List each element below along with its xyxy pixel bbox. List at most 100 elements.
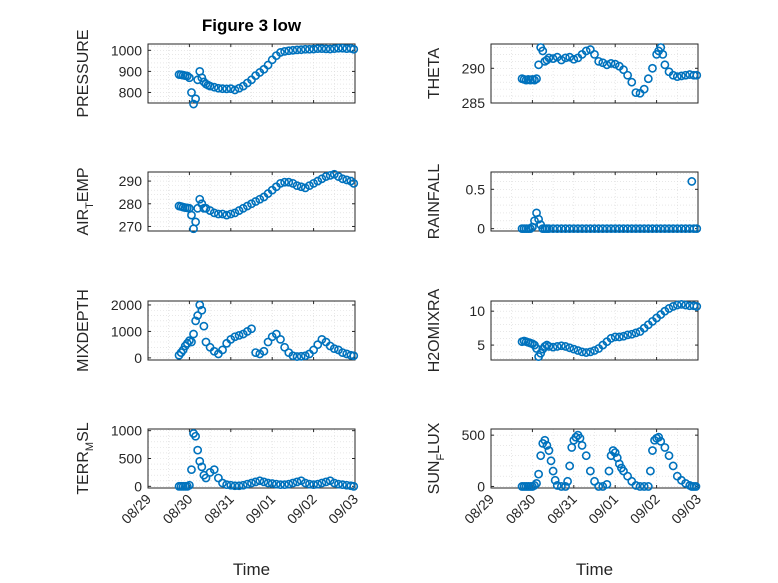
data-point <box>193 311 203 320</box>
data-point <box>544 342 554 351</box>
x-tick-label: 08/31 <box>201 491 237 527</box>
data-point <box>606 224 616 234</box>
data-point <box>631 328 641 338</box>
data-point <box>573 346 583 355</box>
data-point <box>544 224 554 234</box>
data-point <box>271 329 281 339</box>
y-tick-label: 0.5 <box>466 181 486 197</box>
data-point <box>668 302 678 311</box>
x-tick-label: 08/29 <box>118 491 154 527</box>
data-point <box>598 482 608 491</box>
data-point <box>263 337 273 347</box>
data-point <box>656 436 666 446</box>
data-point <box>602 480 612 489</box>
data-point <box>652 224 661 234</box>
data-point <box>542 441 552 450</box>
data-point <box>552 481 562 490</box>
y-axis-label: RAINFALL <box>426 164 443 240</box>
x-tick-label: 08/30 <box>159 491 195 527</box>
data-point <box>195 456 205 466</box>
figure-title: Figure 3 low <box>202 16 302 35</box>
data-point <box>213 209 223 219</box>
data-point <box>338 174 347 184</box>
axes-box <box>147 43 356 104</box>
data-point <box>668 224 678 234</box>
data-point <box>187 210 196 220</box>
data-point <box>668 461 678 471</box>
data-point <box>338 480 347 490</box>
data-point <box>544 53 554 63</box>
data-point <box>184 73 194 83</box>
data-point <box>639 224 649 234</box>
data-point <box>292 477 302 487</box>
data-point <box>530 216 539 226</box>
data-point <box>334 479 343 489</box>
data-point <box>300 478 310 488</box>
data-point <box>334 43 343 53</box>
data-point <box>226 480 236 490</box>
data-point <box>623 224 633 234</box>
x-tick-label: 09/01 <box>585 491 621 527</box>
data-point <box>230 481 240 491</box>
data-point <box>664 451 674 461</box>
data-point <box>658 50 668 59</box>
data-point <box>536 451 546 461</box>
data-point <box>569 344 579 354</box>
y-tick-label: 900 <box>119 63 143 79</box>
data-point <box>594 56 604 66</box>
data-point <box>585 224 595 234</box>
data-point <box>247 478 256 488</box>
data-point <box>561 482 570 491</box>
data-point <box>660 60 670 70</box>
data-point <box>610 59 620 69</box>
data-point <box>288 45 298 55</box>
data-point <box>645 466 655 476</box>
data-point <box>672 72 682 82</box>
data-point <box>623 70 633 80</box>
y-tick-label: 1000 <box>111 423 142 439</box>
data-point <box>681 300 690 310</box>
y-axis-label: TERRMSL <box>75 422 96 494</box>
panel-rainfall: 0 0.5 RAINFALL <box>426 164 702 240</box>
data-point <box>556 55 566 65</box>
y-tick-label: 2000 <box>111 297 142 313</box>
data-point <box>238 480 248 490</box>
data-point <box>619 331 628 341</box>
x-tick-label: 09/03 <box>325 491 361 527</box>
data-point <box>313 44 323 54</box>
data-point <box>218 209 227 219</box>
data-point <box>209 82 219 92</box>
panel-terr-msl: 08/29 08/30 08/31 09/01 09/02 09/03 0 500 1000 TE… <box>75 422 361 579</box>
data-point <box>544 446 554 455</box>
data-point <box>606 333 616 343</box>
data-point <box>565 52 575 62</box>
data-point <box>548 224 558 234</box>
data-point <box>284 177 294 187</box>
data-point <box>619 466 628 476</box>
data-point <box>226 209 236 219</box>
data-point <box>284 46 294 56</box>
data-point <box>577 441 587 450</box>
data-point <box>189 329 198 339</box>
data-point <box>205 81 215 91</box>
x-tick-label: 09/02 <box>627 491 663 527</box>
data-point <box>577 347 587 357</box>
data-point <box>598 224 608 234</box>
y-tick-label: 0 <box>477 221 485 237</box>
data-point <box>329 344 339 354</box>
data-point <box>191 217 201 227</box>
data-point <box>292 45 302 55</box>
y-tick-label: 500 <box>462 427 486 443</box>
data-point <box>610 448 620 457</box>
data-point <box>602 224 612 234</box>
y-tick-label: 1000 <box>111 42 142 58</box>
data-point <box>569 224 579 234</box>
data-point <box>234 83 244 93</box>
data-point <box>623 330 633 340</box>
data-point <box>677 299 686 309</box>
data-point <box>349 481 359 491</box>
data-point <box>581 348 591 357</box>
data-point <box>567 443 577 452</box>
data-point <box>195 194 205 204</box>
data-point <box>329 478 339 488</box>
